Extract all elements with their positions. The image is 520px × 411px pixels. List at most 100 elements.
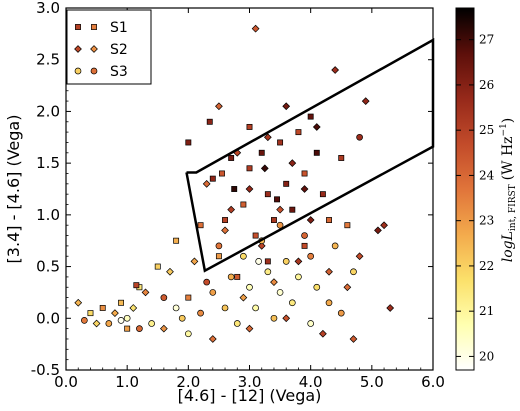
colorbar-ticks: 20 21 22 23 24 25 26 27 xyxy=(456,33,495,363)
data-point-s2-4 xyxy=(361,97,370,105)
data-point-s2-21 xyxy=(92,319,101,328)
legend-marker-s3 xyxy=(74,67,82,75)
colorbar-tick-label: 22 xyxy=(479,259,494,273)
data-point-s2-13 xyxy=(221,226,229,235)
data-point-s1-2 xyxy=(246,165,253,172)
data-point-s3-7 xyxy=(227,273,235,281)
data-point-s3-0 xyxy=(356,133,363,141)
colorbar-label-close: ) xyxy=(500,118,516,123)
data-point-s3-33 xyxy=(331,242,339,250)
colorbar-label-main: logL xyxy=(500,231,516,262)
data-point-s2-35 xyxy=(380,221,388,230)
data-point-s1-5 xyxy=(295,129,302,136)
colorbar-tick-label: 25 xyxy=(479,123,494,137)
data-point-s3-25 xyxy=(233,320,241,327)
data-point-s2-8 xyxy=(288,159,297,168)
data-point-s2-14 xyxy=(257,242,266,250)
data-point-s1-33 xyxy=(185,139,192,146)
data-point-s1-11 xyxy=(301,170,308,177)
y-tick-label: 2.5 xyxy=(36,51,60,69)
data-point-s1-20 xyxy=(173,237,180,244)
data-point-s3-26 xyxy=(270,314,278,322)
x-tick-label: 3.0 xyxy=(238,373,262,391)
data-point-s3-15 xyxy=(288,299,296,307)
y-axis-label: [3.4] - [4.6] (Vega) xyxy=(4,115,23,264)
data-point-s2-25 xyxy=(245,324,254,333)
data-point-s2-36 xyxy=(129,304,138,312)
data-point-s3-22 xyxy=(81,317,88,324)
data-point-s2-27 xyxy=(319,329,327,338)
agn-wedge-boundary xyxy=(185,37,435,273)
data-point-s2-2 xyxy=(215,102,223,111)
colorbar-tick-label: 27 xyxy=(479,33,494,47)
data-point-s3-31 xyxy=(301,232,308,239)
data-point-s3-5 xyxy=(307,252,315,260)
colorbar-tick-label: 20 xyxy=(479,349,494,363)
data-point-s3-17 xyxy=(197,309,204,317)
data-point-s1-4 xyxy=(277,139,284,146)
y-tick-label: 0.5 xyxy=(36,258,60,276)
data-point-s1-28 xyxy=(234,273,241,280)
data-point-s1-1 xyxy=(228,155,235,161)
x-tick-label: 0.0 xyxy=(54,373,78,391)
data-point-s1-35 xyxy=(307,113,314,120)
legend-marker-s1 xyxy=(75,24,81,30)
data-point-s2-39 xyxy=(260,164,269,173)
x-tick-label: 4.0 xyxy=(299,373,323,391)
data-point-s2-6 xyxy=(263,133,272,142)
data-point-s2-10 xyxy=(245,185,254,193)
data-point-s1-23 xyxy=(118,299,124,306)
data-point-s3-34 xyxy=(350,268,357,276)
data-point-s1-6 xyxy=(313,149,320,156)
legend-marker-s1-b xyxy=(91,24,97,30)
data-point-s1-18 xyxy=(326,217,332,223)
data-point-s2-1 xyxy=(331,66,340,74)
data-point-s2-29 xyxy=(386,304,395,312)
x-axis-ticks: 0.0 1.0 2.0 3.0 4.0 5.0 6.0 xyxy=(54,8,445,391)
data-point-s1-27 xyxy=(185,294,192,301)
data-point-s2-32 xyxy=(239,293,248,302)
data-point-s3-4 xyxy=(282,258,290,265)
data-point-s3-1 xyxy=(276,221,284,229)
data-point-s3-19 xyxy=(148,320,155,327)
data-point-s1-26 xyxy=(124,325,131,332)
data-point-s3-14 xyxy=(252,304,259,312)
data-point-s3-30 xyxy=(203,278,211,286)
data-point-s3-6 xyxy=(264,268,272,276)
data-point-s1-25 xyxy=(87,310,94,317)
legend-marker-s2-b xyxy=(90,45,98,53)
data-point-s3-28 xyxy=(337,309,345,317)
data-point-s3-27 xyxy=(307,320,315,327)
colorbar-tick-label: 26 xyxy=(479,78,494,92)
data-point-s2-31 xyxy=(343,283,352,292)
data-point-s2-28 xyxy=(349,335,358,343)
data-point-s2-11 xyxy=(276,205,284,214)
y-tick-label: 1.0 xyxy=(36,206,60,224)
y-tick-label: 3.0 xyxy=(36,0,60,17)
data-point-s1-32 xyxy=(206,118,213,125)
y-axis-ticks: -0.5 0.0 0.5 1.0 1.5 2.0 2.5 3.0 xyxy=(31,0,433,379)
colorbar-label-unit: (W Hz xyxy=(500,136,516,180)
data-point-s2-38 xyxy=(300,185,309,193)
colorbar-label: logLint, FIRST (W Hz−1) xyxy=(499,118,518,263)
data-point-s2-22 xyxy=(111,309,119,317)
data-point-s3-13 xyxy=(221,304,229,312)
data-point-s1-29 xyxy=(264,258,271,265)
data-point-s3-10 xyxy=(209,289,217,296)
y-tick-label: 0.0 xyxy=(36,309,60,327)
data-point-s1-34 xyxy=(133,282,140,289)
data-point-s1-37 xyxy=(231,186,238,192)
x-tick-label: 6.0 xyxy=(421,373,445,391)
y-tick-label: 2.0 xyxy=(36,102,60,120)
colorbar-tick-label: 21 xyxy=(479,304,494,318)
data-point-s1-3 xyxy=(258,149,265,156)
data-point-s1-24 xyxy=(99,304,106,311)
data-point-s2-33 xyxy=(270,278,278,286)
data-point-s1-13 xyxy=(197,222,204,229)
legend-label-s2: S2 xyxy=(110,42,128,58)
data-point-s1-14 xyxy=(215,253,222,260)
legend-marker-s3-b xyxy=(90,67,98,75)
data-point-s2-0 xyxy=(251,24,260,33)
colorbar-tick-label: 23 xyxy=(479,214,494,228)
